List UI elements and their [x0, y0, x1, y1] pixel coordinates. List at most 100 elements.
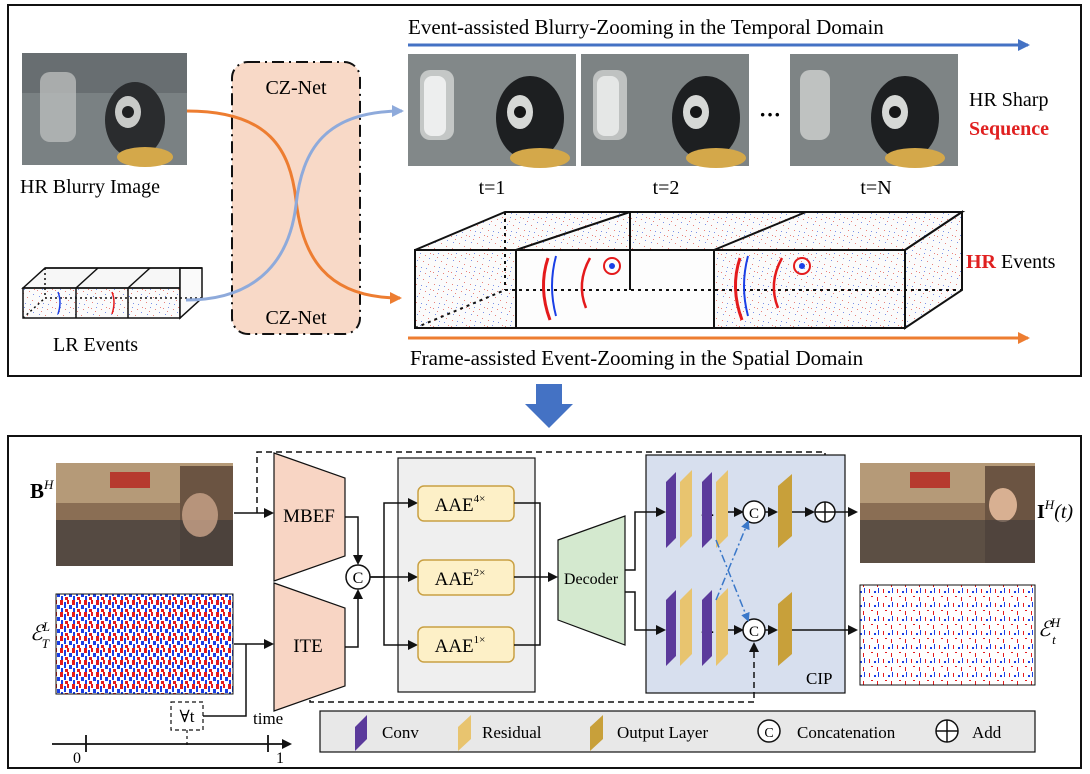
blue-path — [185, 105, 404, 302]
aae-2x-label: AAE — [435, 569, 474, 590]
output-events-sub: t — [1052, 632, 1056, 647]
lr-events-cuboid — [21, 267, 203, 320]
forall-t-label: ∀t — [180, 707, 195, 726]
cznet-label-top: CZ-Net — [265, 77, 327, 99]
output-events-symbol: ℰH t — [1038, 615, 1061, 647]
aae-4x-label: AAE — [435, 495, 474, 516]
input-events-symbol: ℰL T — [30, 619, 50, 651]
legend-add: Add — [972, 723, 1002, 742]
spatial-title: Frame-assisted Event-Zooming in the Spat… — [410, 346, 864, 370]
svg-text:AAE1×: AAE1× — [435, 634, 486, 657]
mbef-label: MBEF — [283, 506, 335, 527]
cip-label: CIP — [806, 669, 832, 688]
sequence-label: Sequence — [969, 118, 1049, 140]
legend-concat-symbol: C — [764, 726, 773, 741]
cip-bottom-conv-2 — [702, 590, 712, 666]
concat-symbol: C — [353, 570, 364, 587]
time-tick-label-1: 1 — [276, 750, 284, 767]
input-events-sup: L — [42, 619, 50, 634]
hr-events-label: HR Events — [966, 251, 1056, 273]
cip-bottom-conv-1 — [666, 590, 676, 666]
decoder-to-cip-bottom — [625, 591, 666, 635]
down-arrow — [525, 384, 573, 428]
input-blurry-image — [56, 463, 233, 566]
legend-concatenation: Concatenation — [797, 723, 896, 742]
time-to-ite-line — [203, 644, 247, 717]
hr-label: HR — [966, 251, 997, 273]
concat-to-aae1 — [383, 577, 418, 650]
aae-block-4x: AAE4× — [417, 485, 515, 522]
bottom-panel-border — [7, 435, 1082, 769]
aae-merge-lines — [514, 502, 541, 646]
skip-connection-bottom — [309, 642, 759, 703]
aae-2x-scale: 2× — [474, 567, 486, 579]
mbef-to-concat — [345, 516, 363, 565]
lr-events-label: LR Events — [53, 334, 138, 356]
cip-bottom-res-2 — [716, 588, 728, 666]
svg-text:AAE4×: AAE4× — [435, 493, 486, 516]
cross-interaction-down — [715, 539, 750, 622]
cip-top-conv-1 — [666, 472, 676, 548]
ite-block — [273, 582, 346, 712]
input-blur-symbol: BH — [30, 477, 54, 503]
legend-conv: Conv — [382, 723, 419, 742]
frame-label-1: t=1 — [479, 177, 506, 199]
input-events-sub: T — [42, 636, 50, 651]
cip-top-output-layer — [778, 474, 792, 548]
output-events-image — [859, 584, 1036, 686]
cip-top-concat-symbol: C — [749, 506, 759, 522]
legend-residual-icon — [458, 715, 471, 751]
cip-top-res-2 — [716, 470, 728, 548]
mbef-block — [273, 452, 346, 582]
cross-interaction-up — [715, 520, 750, 601]
output-sharp-image — [860, 463, 1035, 563]
cip-bottom-concat-symbol: C — [749, 624, 759, 640]
output-events-sup: H — [1050, 615, 1061, 630]
cip-panel — [645, 454, 846, 694]
hr-blurry-image — [22, 53, 187, 167]
frame-label-n: t=N — [860, 177, 891, 199]
aae-4x-scale: 4× — [474, 493, 486, 505]
decoder-label: Decoder — [564, 571, 619, 588]
sharp-frame-n — [790, 54, 958, 168]
frame-label-2: t=2 — [653, 177, 680, 199]
legend-residual: Residual — [482, 723, 542, 742]
ite-to-concat — [345, 589, 363, 648]
aae-block-1x: AAE1× — [417, 626, 515, 663]
sharp-frame-1 — [408, 54, 576, 168]
cznet-label-bottom: CZ-Net — [265, 307, 327, 329]
sharp-frame-2 — [581, 54, 749, 168]
legend-concat-icon — [757, 719, 781, 743]
output-frame-sup: H — [1044, 497, 1055, 512]
top-panel-border — [7, 4, 1082, 377]
legend-conv-icon — [355, 715, 367, 751]
events-label: Events — [996, 251, 1056, 273]
aae-1x-scale: 1× — [474, 634, 486, 646]
time-label: time — [253, 709, 283, 728]
decoder-to-cip-top — [625, 507, 666, 571]
input-events-main: ℰ — [30, 621, 45, 645]
aae-1x-label: AAE — [435, 636, 474, 657]
frames-ellipsis: ··· — [759, 102, 781, 127]
cip-top-conv-2 — [702, 472, 712, 548]
aae-block-2x: AAE2× — [417, 559, 515, 596]
input-blur-sup: H — [43, 477, 54, 492]
cip-bottom-res-1 — [680, 588, 692, 666]
hr-sharp-label: HR Sharp — [969, 89, 1048, 111]
cip-bottom-output-layer — [778, 592, 792, 666]
ite-label: ITE — [293, 636, 323, 657]
output-frame-symbol: IH(t) — [1037, 497, 1073, 523]
time-tick-label-0: 0 — [73, 750, 81, 767]
input-blur-main: B — [30, 479, 44, 503]
output-events-main: ℰ — [1038, 617, 1053, 641]
output-frame-main: I — [1037, 501, 1045, 523]
cip-top-res-1 — [680, 470, 692, 548]
decoder-block — [557, 515, 626, 646]
legend-output-icon — [590, 715, 603, 751]
svg-text:AAE2×: AAE2× — [435, 567, 486, 590]
legend-box — [319, 710, 1036, 753]
hr-events-cuboid — [414, 210, 966, 330]
input-events-image — [55, 593, 234, 695]
blurry-label: HR Blurry Image — [20, 176, 160, 198]
